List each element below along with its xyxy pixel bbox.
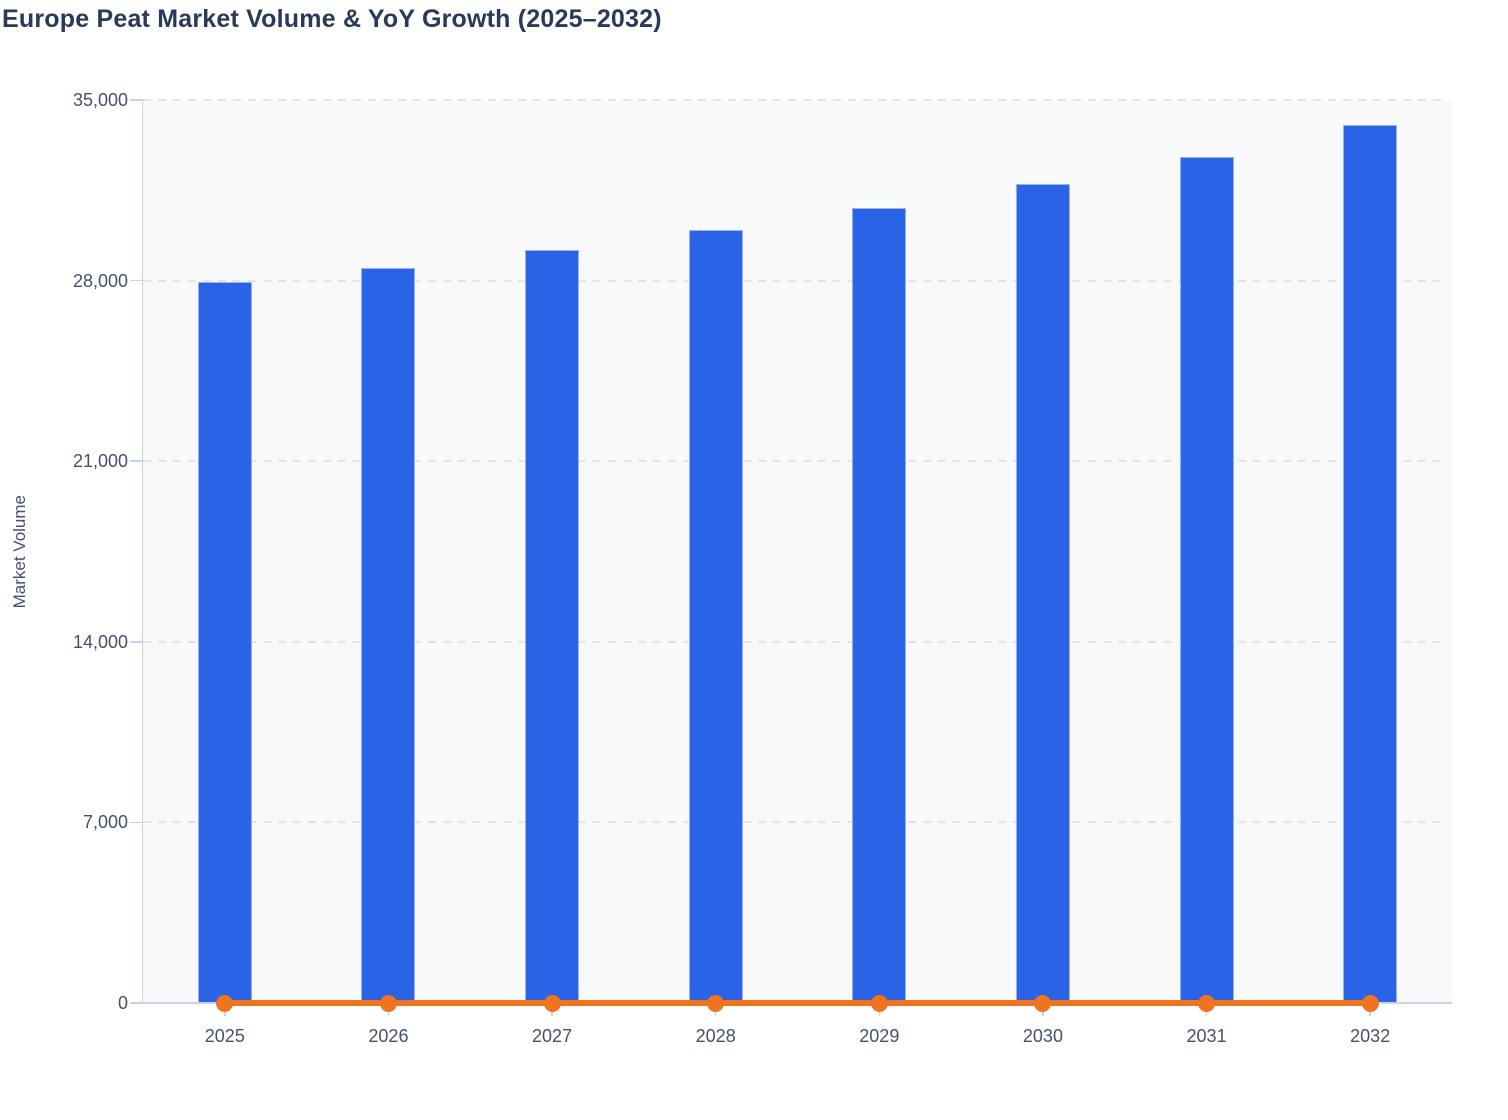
yoy-growth-line [224, 1000, 1371, 1006]
y-tick [130, 641, 143, 643]
x-tick-label-2030: 2030 [1022, 1026, 1063, 1046]
plot-area [143, 100, 1452, 1003]
y-tick [130, 1002, 143, 1004]
chart-title: Europe Peat Market Volume & YoY Growth (… [2, 5, 662, 33]
bar-2032 [1343, 125, 1398, 1003]
yoy-marker-2028 [707, 994, 725, 1012]
y-tick [130, 99, 143, 101]
bar-2030 [1015, 184, 1070, 1003]
bar-2031 [1179, 157, 1234, 1003]
y-tick-label: 14,000 [72, 631, 128, 652]
y-tick [130, 279, 143, 282]
y-tick [130, 821, 143, 824]
x-tick-label-2025: 2025 [204, 1026, 245, 1046]
bar-2026 [361, 268, 416, 1003]
y-tick [130, 460, 143, 462]
yoy-marker-2029 [870, 994, 888, 1012]
bar-2025 [197, 282, 252, 1003]
yoy-marker-2032 [1361, 994, 1379, 1012]
yoy-marker-2030 [1034, 994, 1052, 1012]
gridline [143, 640, 1447, 643]
yoy-marker-2031 [1198, 994, 1216, 1012]
x-tick-label-2029: 2029 [859, 1026, 900, 1046]
yoy-marker-2027 [543, 994, 561, 1012]
bar-2028 [688, 230, 743, 1003]
bar-2027 [525, 250, 580, 1003]
x-tick-label-2028: 2028 [695, 1026, 736, 1046]
y-tick-label: 28,000 [72, 270, 128, 291]
y-tick-label: 21,000 [72, 451, 128, 472]
yoy-marker-2026 [379, 994, 397, 1012]
x-tick-label-2027: 2027 [532, 1026, 573, 1046]
x-tick-label-2026: 2026 [368, 1026, 409, 1046]
y-tick-label: 0 [117, 993, 128, 1013]
gridline [143, 460, 1447, 463]
gridline [143, 821, 1447, 824]
y-axis-title: Market Volume [10, 494, 29, 609]
x-tick-label-2031: 2031 [1186, 1026, 1227, 1046]
y-tick-label: 7,000 [82, 812, 128, 833]
y-axis-line [141, 100, 143, 1003]
y-tick-label: 35,000 [72, 90, 128, 110]
yoy-marker-2025 [216, 994, 234, 1012]
x-tick-label-2032: 2032 [1350, 1026, 1391, 1046]
y-axis-title-wrap: Market Volume [8, 100, 32, 1003]
bar-2029 [852, 208, 907, 1003]
gridline [143, 99, 1447, 101]
gridline [143, 279, 1447, 282]
